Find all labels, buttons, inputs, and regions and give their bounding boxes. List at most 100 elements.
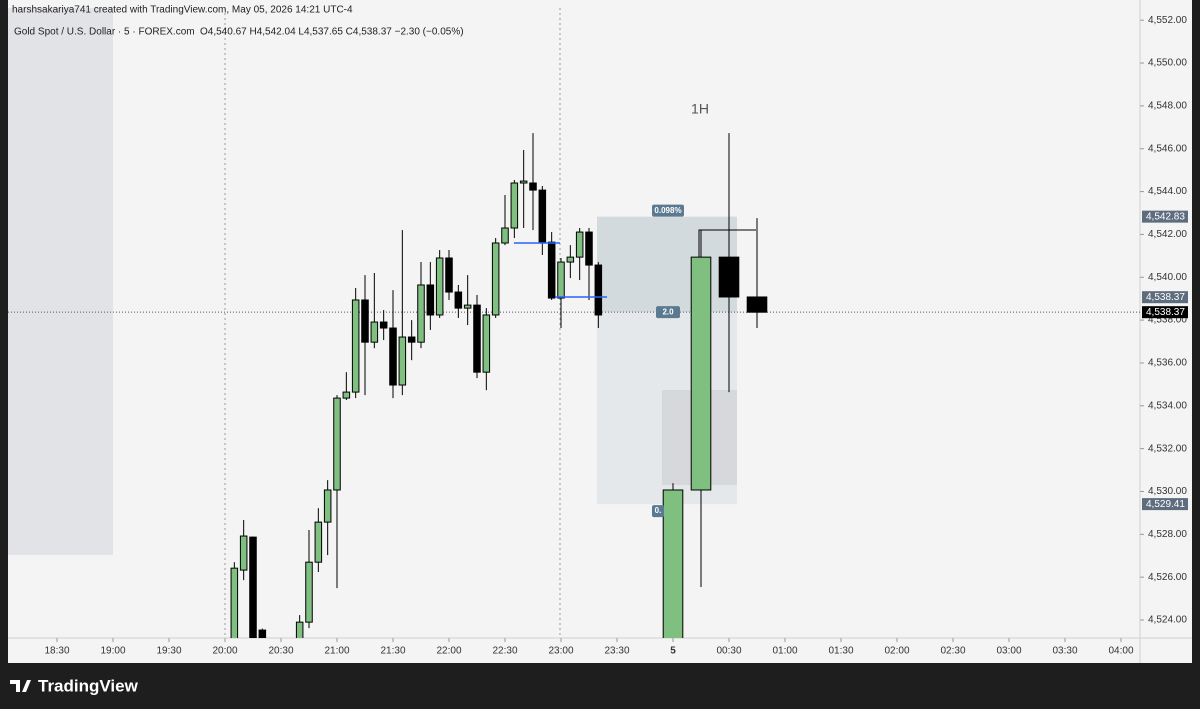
price-label-bg: [1142, 210, 1188, 223]
y-tick-label: 4,542.00: [1148, 229, 1187, 240]
x-tick-label: 21:30: [380, 646, 405, 657]
y-tick-label: 4,550.00: [1148, 58, 1187, 69]
candle-up: [370, 321, 379, 343]
x-tick-label: 23:00: [548, 646, 573, 657]
price-label-bg: [1142, 306, 1188, 319]
candle-up: [342, 391, 351, 399]
timeframe-label: 1H: [691, 101, 709, 117]
price-label: 4,529.41: [1146, 499, 1185, 510]
brand-logo: [10, 680, 31, 692]
x-tick-label: 22:00: [436, 646, 461, 657]
y-tick-label: 4,530.00: [1148, 486, 1187, 497]
candle-up: [482, 314, 491, 373]
footer-bar: [0, 670, 1200, 709]
candle-up: [566, 256, 575, 263]
candle-up: [501, 227, 509, 244]
x-tick-label: 23:30: [604, 646, 629, 657]
x-tick-label: 01:30: [828, 646, 853, 657]
candle-down: [473, 304, 481, 373]
candle-up: [557, 261, 565, 299]
y-tick-label: 4,534.00: [1148, 400, 1187, 411]
x-tick-label: 19:30: [156, 646, 181, 657]
measure-label-bg: [652, 204, 684, 217]
x-tick-label: 02:00: [884, 646, 909, 657]
candle-down: [407, 336, 416, 343]
measure-label: 2.0: [662, 307, 674, 316]
candle-down: [258, 629, 267, 638]
candle-up: [230, 567, 239, 638]
candle-up: [510, 182, 519, 229]
measure-label-bg: [656, 306, 680, 319]
range-box: [698, 229, 756, 257]
y-tick-label: 4,544.00: [1148, 186, 1187, 197]
x-tick-label: 18:30: [44, 646, 69, 657]
y-tick-label: 4,546.00: [1148, 143, 1187, 154]
x-tick-label: 21:00: [324, 646, 349, 657]
author-line: harshsakariya741 created with TradingVie…: [12, 5, 353, 16]
candle-up: [690, 256, 712, 491]
measure-label: 0.: [655, 506, 662, 515]
measure-label-bg: [652, 505, 664, 518]
y-tick-label: 4,532.00: [1148, 443, 1187, 454]
symbol: Gold Spot / U.S. Dollar · 5 · FOREX.com: [14, 27, 195, 38]
candle-up: [295, 621, 304, 638]
candle-up: [323, 489, 332, 523]
x-tick-label: 22:30: [492, 646, 517, 657]
candle-up: [417, 284, 425, 343]
y-tick-label: 4,552.00: [1148, 15, 1187, 26]
candle-down: [585, 231, 593, 266]
price-label: 4,538.37: [1146, 307, 1185, 318]
x-tick-label: 02:30: [940, 646, 965, 657]
candle-down: [389, 327, 397, 386]
candle-down: [594, 264, 603, 316]
x-tick-label: 04:00: [1108, 646, 1133, 657]
candle-down: [538, 189, 547, 243]
x-tick-label: 19:00: [100, 646, 125, 657]
ohlc: O4,540.67 H4,542.04 L4,537.65 C4,538.37 …: [200, 27, 464, 38]
candle-down: [249, 536, 257, 638]
candle-up: [314, 521, 323, 563]
candle-up: [305, 561, 313, 623]
candle-down: [361, 299, 369, 343]
candles: [230, 133, 768, 638]
overlay: [8, 216, 1140, 505]
candle-down: [454, 291, 463, 309]
candle-down: [379, 321, 388, 329]
candle-up: [239, 535, 248, 571]
candle-down: [547, 241, 556, 299]
x-tick-label: 20:30: [268, 646, 293, 657]
brand: TradingView: [38, 676, 139, 695]
candle-down: [445, 257, 453, 293]
y-tick-label: 4,540.00: [1148, 272, 1187, 283]
candle-down: [529, 182, 537, 191]
session-shade: [8, 8, 113, 555]
candle-up: [519, 180, 528, 184]
candle-up: [575, 231, 584, 258]
y-tick-label: 4,524.00: [1148, 615, 1187, 626]
y-tick-label: 4,536.00: [1148, 358, 1187, 369]
measure-up: [597, 216, 737, 313]
candle-down: [426, 284, 435, 316]
candle-up: [662, 489, 684, 638]
candle-up: [398, 336, 407, 386]
y-tick-label: 4,548.00: [1148, 101, 1187, 112]
price-label: 4,542.83: [1146, 211, 1185, 222]
candle-down: [746, 296, 768, 313]
y-tick-label: 4,526.00: [1148, 572, 1187, 583]
x-tick-label: 00:30: [716, 646, 741, 657]
candle-down: [718, 256, 740, 298]
candle-up: [491, 242, 500, 316]
price-label: 4,538.37: [1146, 292, 1185, 303]
candle-up: [463, 304, 472, 309]
candle-up: [435, 257, 444, 316]
measure-label: 0.098%: [654, 206, 681, 215]
x-tick-label: 03:30: [1052, 646, 1077, 657]
y-tick-label: 4,528.00: [1148, 529, 1187, 540]
price-label-bg: [1142, 291, 1188, 304]
y-tick-label: 4,538.00: [1148, 315, 1187, 326]
x-tick-label: 03:00: [996, 646, 1021, 657]
x-tick-label: 20:00: [212, 646, 237, 657]
candle-up: [351, 299, 360, 393]
